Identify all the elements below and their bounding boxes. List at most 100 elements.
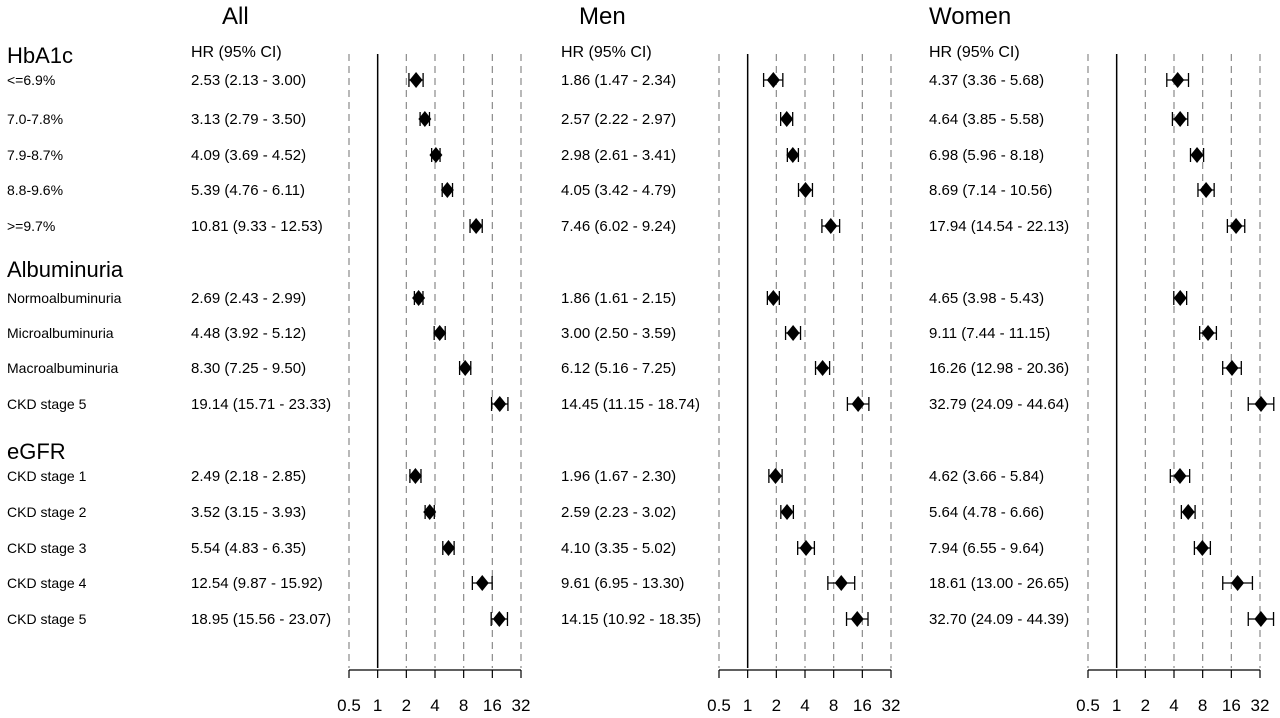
hr-ci-text: 18.61 (13.00 - 26.65)	[929, 575, 1069, 592]
hr-point-marker	[850, 611, 864, 627]
hr-ci-text: 2.69 (2.43 - 2.99)	[191, 290, 306, 307]
hr-point-marker	[1181, 504, 1195, 520]
x-tick-label: 16	[853, 696, 872, 715]
hr-point-marker	[418, 111, 432, 127]
hr-point-marker	[1225, 360, 1239, 376]
hr-point-marker	[816, 360, 830, 376]
hr-ci-text: 7.94 (6.55 - 9.64)	[929, 540, 1044, 557]
x-tick-label: 0.5	[1076, 696, 1100, 715]
hr-ci-text: 4.05 (3.42 - 4.79)	[561, 182, 676, 199]
x-tick-label: 1	[743, 696, 752, 715]
x-tick-label: 16	[1222, 696, 1241, 715]
hr-ci-text: 2.59 (2.23 - 3.02)	[561, 504, 676, 521]
row-label: <=6.9%	[7, 72, 55, 88]
hr-ci-text: 3.52 (3.15 - 3.93)	[191, 504, 306, 521]
hr-point-marker	[1231, 575, 1245, 591]
hr-point-marker	[441, 540, 455, 556]
row-label: 7.0-7.8%	[7, 111, 63, 127]
hr-ci-text: 3.13 (2.79 - 3.50)	[191, 111, 306, 128]
hr-point-marker	[1190, 147, 1204, 163]
hr-point-marker	[1199, 182, 1213, 198]
hr-ci-text: 1.86 (1.47 - 2.34)	[561, 72, 676, 89]
hr-ci-text: 4.37 (3.36 - 5.68)	[929, 72, 1044, 89]
hr-point-marker	[766, 72, 780, 88]
hr-ci-text: 4.64 (3.85 - 5.58)	[929, 111, 1044, 128]
hr-ci-text: 2.53 (2.13 - 3.00)	[191, 72, 306, 89]
hr-ci-text: 2.98 (2.61 - 3.41)	[561, 147, 676, 164]
hr-ci-text: 7.46 (6.02 - 9.24)	[561, 218, 676, 235]
hr-ci-text: 16.26 (12.98 - 20.36)	[929, 360, 1069, 377]
hr-ci-text: 10.81 (9.33 - 12.53)	[191, 218, 323, 235]
hr-column-header: HR (95% CI)	[929, 44, 1020, 61]
row-label: >=9.7%	[7, 218, 55, 234]
hr-point-marker	[1201, 325, 1215, 341]
row-label: CKD stage 2	[7, 504, 87, 520]
hr-point-marker	[834, 575, 848, 591]
hr-ci-text: 5.39 (4.76 - 6.11)	[191, 182, 305, 199]
hr-ci-text: 4.09 (3.69 - 4.52)	[191, 147, 306, 164]
x-tick-label: 32	[882, 696, 901, 715]
hr-point-marker	[429, 147, 443, 163]
x-tick-label: 0.5	[707, 696, 731, 715]
hr-ci-text: 18.95 (15.56 - 23.07)	[191, 611, 331, 628]
x-tick-label: 1	[1112, 696, 1121, 715]
row-label: CKD stage 5	[7, 611, 87, 627]
hr-ci-text: 1.96 (1.67 - 2.30)	[561, 468, 676, 485]
hr-point-marker	[412, 290, 426, 306]
hr-ci-text: 8.69 (7.14 - 10.56)	[929, 182, 1052, 199]
hr-point-marker	[768, 468, 782, 484]
hr-ci-text: 4.10 (3.35 - 5.02)	[561, 540, 676, 557]
hr-column-header: HR (95% CI)	[191, 44, 282, 61]
hr-point-marker	[786, 147, 800, 163]
section-title: HbA1c	[7, 43, 73, 68]
hr-ci-text: 19.14 (15.71 - 23.33)	[191, 396, 331, 413]
hr-point-marker	[799, 182, 813, 198]
hr-ci-text: 5.64 (4.78 - 6.66)	[929, 504, 1044, 521]
x-tick-label: 2	[1141, 696, 1150, 715]
hr-point-marker	[1229, 218, 1243, 234]
x-tick-label: 8	[1198, 696, 1207, 715]
hr-point-marker	[799, 540, 813, 556]
hr-point-marker	[766, 290, 780, 306]
hr-ci-text: 9.11 (7.44 - 11.15)	[929, 325, 1050, 342]
hr-ci-text: 14.45 (11.15 - 18.74)	[561, 396, 700, 413]
section-title: Albuminuria	[7, 257, 124, 282]
hr-column-header: HR (95% CI)	[561, 44, 652, 61]
x-tick-label: 16	[483, 696, 502, 715]
row-label: 8.8-9.6%	[7, 182, 63, 198]
panel-title: Women	[929, 3, 1011, 30]
hr-ci-text: 2.49 (2.18 - 2.85)	[191, 468, 306, 485]
hr-ci-text: 32.79 (24.09 - 44.64)	[929, 396, 1069, 413]
hr-ci-text: 9.61 (6.95 - 13.30)	[561, 575, 684, 592]
hr-point-marker	[492, 611, 506, 627]
hr-ci-text: 3.00 (2.50 - 3.59)	[561, 325, 676, 342]
x-tick-label: 0.5	[337, 696, 361, 715]
hr-point-marker	[1254, 396, 1268, 412]
row-label: CKD stage 5	[7, 396, 87, 412]
hr-ci-text: 8.30 (7.25 - 9.50)	[191, 360, 306, 377]
hr-ci-text: 4.65 (3.98 - 5.43)	[929, 290, 1044, 307]
hr-point-marker	[1173, 468, 1187, 484]
hr-ci-text: 6.12 (5.16 - 7.25)	[561, 360, 676, 377]
hr-point-marker	[423, 504, 437, 520]
panel-title: Men	[579, 3, 626, 30]
row-label: Macroalbuminuria	[7, 360, 118, 376]
x-tick-label: 4	[800, 696, 809, 715]
hr-ci-text: 4.62 (3.66 - 5.84)	[929, 468, 1044, 485]
panel-title: All	[222, 3, 249, 30]
hr-point-marker	[851, 396, 865, 412]
hr-point-marker	[440, 182, 454, 198]
x-tick-label: 4	[1169, 696, 1178, 715]
hr-point-marker	[475, 575, 489, 591]
hr-ci-text: 12.54 (9.87 - 15.92)	[191, 575, 323, 592]
x-tick-label: 32	[512, 696, 531, 715]
hr-ci-text: 17.94 (14.54 - 22.13)	[929, 218, 1069, 235]
hr-ci-text: 1.86 (1.61 - 2.15)	[561, 290, 676, 307]
x-tick-label: 2	[402, 696, 411, 715]
hr-point-marker	[493, 396, 507, 412]
hr-point-marker	[1171, 72, 1185, 88]
row-label: CKD stage 1	[7, 468, 87, 484]
hr-point-marker	[433, 325, 447, 341]
hr-point-marker	[408, 468, 422, 484]
